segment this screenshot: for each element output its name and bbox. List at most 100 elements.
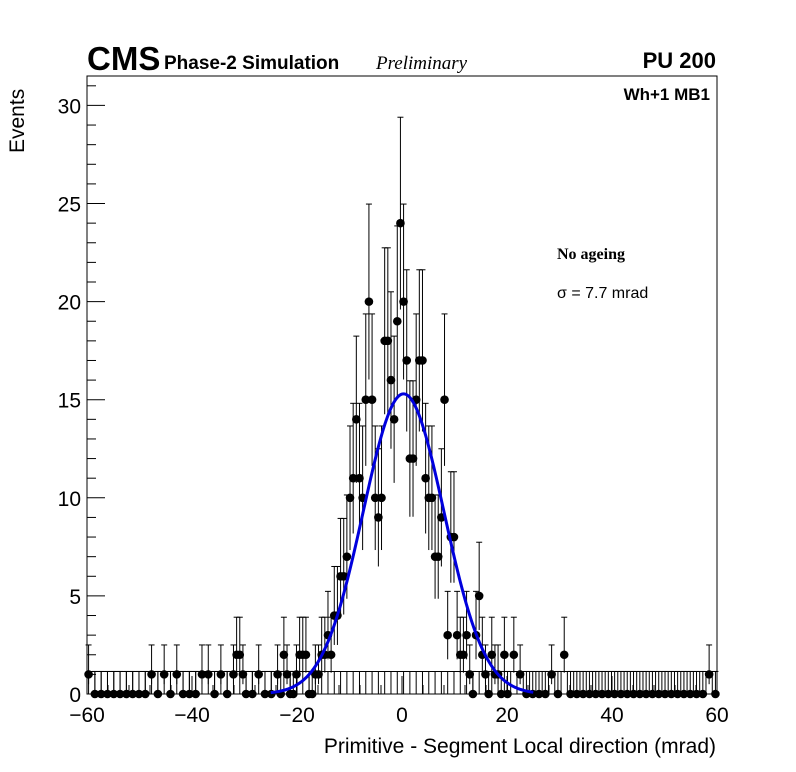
data-point	[374, 513, 383, 522]
data-point	[159, 670, 169, 679]
data-point	[500, 650, 509, 660]
data-point	[559, 650, 569, 660]
simulation-label: Phase-2 Simulation	[164, 53, 339, 74]
data-point	[635, 689, 645, 699]
error-bars	[85, 116, 719, 695]
data-point	[339, 571, 349, 581]
plot-frame	[86, 75, 718, 695]
data-point	[273, 670, 282, 679]
data-point	[585, 689, 594, 699]
x-tick-label: 20	[495, 704, 518, 727]
data-point	[248, 689, 257, 699]
data-point	[222, 689, 232, 699]
data-point	[289, 689, 298, 699]
data-point	[487, 650, 497, 660]
data-point	[660, 689, 670, 699]
data-point	[345, 493, 355, 503]
data-point	[153, 689, 163, 699]
data-point	[392, 316, 402, 326]
data-point	[578, 689, 588, 699]
data-point	[440, 395, 449, 405]
data-point	[468, 689, 478, 699]
data-point	[418, 356, 427, 365]
data-point	[685, 689, 695, 699]
data-point	[367, 395, 377, 405]
y-tick-label: 25	[58, 194, 81, 217]
data-point	[364, 297, 374, 306]
data-points	[84, 218, 720, 699]
data-point	[352, 415, 361, 424]
data-point	[616, 689, 626, 699]
data-point	[572, 689, 582, 699]
data-point	[191, 689, 200, 699]
data-point	[342, 552, 352, 561]
data-point	[541, 689, 550, 699]
data-point	[604, 689, 613, 699]
x-tick-label: −20	[279, 704, 315, 727]
x-tick-label: 0	[396, 704, 408, 727]
data-point	[238, 670, 248, 679]
data-point	[254, 670, 263, 679]
data-point	[178, 689, 188, 699]
data-point	[96, 689, 106, 699]
x-tick-label: −40	[174, 704, 210, 727]
data-point	[641, 689, 651, 699]
y-tick-label: 0	[69, 684, 81, 707]
data-point	[481, 670, 490, 679]
data-point	[667, 689, 676, 699]
fit-layer	[270, 392, 534, 695]
y-tick-label: 10	[58, 488, 81, 511]
data-point	[326, 650, 336, 660]
data-point	[597, 689, 607, 699]
data-point	[348, 473, 358, 483]
data-point	[496, 689, 506, 699]
data-point	[433, 552, 443, 561]
region-label: Wh+1 MB1	[624, 85, 710, 104]
data-point	[109, 689, 119, 699]
cms-label: CMS	[87, 40, 160, 77]
preliminary-label: Preliminary	[375, 53, 468, 74]
data-point	[147, 670, 156, 679]
data-point	[402, 356, 412, 365]
data-point	[210, 689, 219, 699]
data-point	[229, 670, 238, 679]
y-tick-label: 30	[58, 95, 81, 118]
pileup-label: PU 200	[643, 48, 716, 73]
data-point	[591, 689, 601, 699]
data-point	[629, 689, 638, 699]
y-tick-label: 15	[58, 390, 81, 413]
data-point	[427, 493, 437, 503]
data-point	[103, 689, 112, 699]
y-tick-label: 20	[58, 292, 81, 315]
data-point	[534, 689, 544, 699]
data-point	[282, 670, 292, 679]
data-point	[314, 670, 323, 679]
data-point	[377, 493, 386, 503]
data-point	[711, 689, 720, 699]
axis-ticks	[86, 85, 718, 695]
data-point	[648, 689, 657, 699]
data-point	[216, 670, 226, 679]
data-point	[704, 670, 714, 679]
data-point	[386, 375, 396, 385]
data-point	[399, 297, 408, 306]
data-point	[197, 670, 207, 679]
data-point	[90, 689, 100, 699]
data-point	[449, 532, 459, 542]
data-point	[547, 670, 556, 679]
data-point	[408, 454, 418, 463]
data-point	[260, 689, 270, 699]
data-point	[172, 670, 182, 679]
data-point	[115, 689, 125, 699]
data-point	[301, 650, 311, 660]
data-point	[484, 689, 493, 699]
data-point	[241, 689, 251, 699]
data-point	[515, 670, 525, 679]
data-point	[389, 415, 399, 424]
data-point	[679, 689, 689, 699]
data-point	[166, 689, 175, 699]
data-point	[474, 591, 484, 601]
data-point	[235, 650, 245, 660]
data-point	[84, 670, 93, 679]
